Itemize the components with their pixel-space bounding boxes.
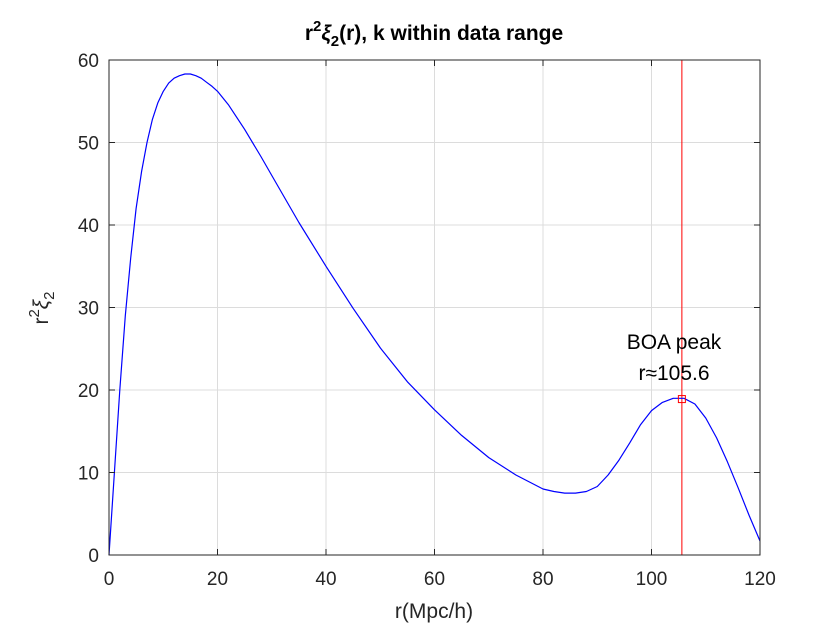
x-tick-label: 80	[532, 569, 553, 590]
x-ticks: 0 20 40 60 80 100 120	[104, 60, 776, 590]
y-tick-label: 60	[78, 51, 99, 72]
peak-marker	[677, 395, 686, 404]
x-tick-label: 0	[104, 569, 115, 590]
y-tick-label: 50	[78, 134, 99, 155]
y-tick-label: 40	[78, 216, 99, 237]
y-tick-label: 30	[78, 299, 99, 320]
marker-layer	[677, 395, 686, 404]
annotation-line-1: BOA peak	[627, 331, 722, 354]
chart-title: r2ξ2(r), k within data range	[305, 18, 563, 50]
x-tick-label: 100	[636, 569, 668, 590]
y-axis-label: r2ξ2	[26, 291, 58, 324]
series-line	[108, 73, 761, 556]
x-tick-label: 60	[424, 569, 445, 590]
series-layer	[108, 73, 761, 556]
y-ticks: 0 10 20 30 40 50 60	[78, 51, 760, 567]
x-axis-label: r(Mpc/h)	[395, 600, 473, 623]
x-tick-label: 120	[744, 569, 776, 590]
x-tick-label: 20	[207, 569, 228, 590]
annotation-line-2: r≈105.6	[638, 362, 709, 385]
y-tick-label: 20	[78, 381, 99, 402]
y-tick-label: 0	[88, 546, 99, 567]
x-tick-label: 40	[315, 569, 336, 590]
y-tick-label: 10	[78, 464, 99, 485]
